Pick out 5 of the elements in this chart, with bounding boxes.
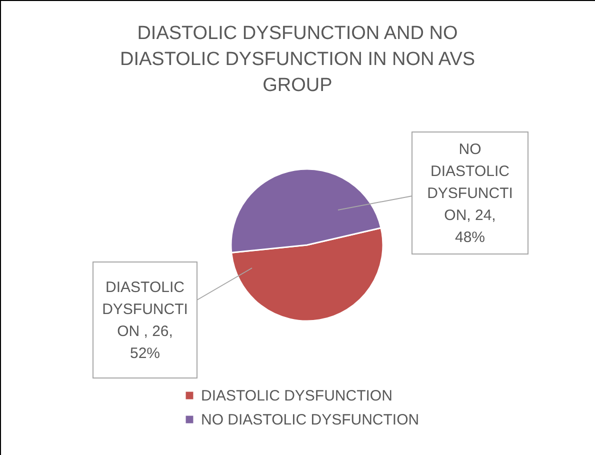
data-label: DIASTOLIC DYSFUNCTION , 26, 52%	[102, 279, 188, 362]
chart-title: DIASTOLIC DYSFUNCTION AND NO DIASTOLIC DYSFUNCTION IN NON AVS GROUP	[120, 23, 476, 96]
data-label: NO DIASTOLIC DYSFUNCTION, 24, 48%	[427, 141, 513, 246]
legend-label: NO DIASTOLIC DYSFUNCTION	[201, 412, 420, 428]
legend-label: DIASTOLIC DYSFUNCTION	[201, 388, 392, 404]
